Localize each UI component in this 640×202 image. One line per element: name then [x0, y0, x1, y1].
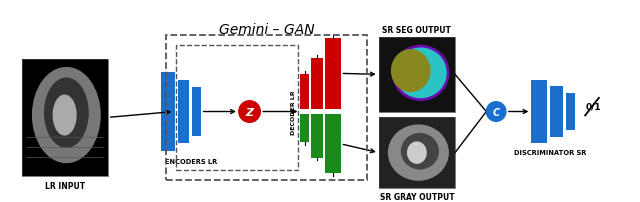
Bar	[22, 59, 108, 176]
Bar	[300, 115, 309, 142]
Ellipse shape	[393, 47, 448, 100]
Bar	[178, 80, 189, 144]
Bar	[325, 39, 340, 109]
Ellipse shape	[52, 95, 77, 136]
Bar	[566, 94, 575, 130]
Text: DISCRIMINATOR SR: DISCRIMINATOR SR	[514, 149, 586, 155]
Circle shape	[486, 102, 506, 122]
Text: SR GRAY OUTPUT: SR GRAY OUTPUT	[380, 192, 454, 201]
Bar	[192, 88, 200, 136]
Ellipse shape	[32, 67, 100, 163]
Text: LR INPUT: LR INPUT	[45, 181, 84, 190]
Bar	[379, 38, 455, 112]
Bar	[550, 87, 563, 137]
Ellipse shape	[407, 142, 427, 164]
Bar	[22, 59, 108, 176]
Text: 0/1: 0/1	[585, 102, 601, 111]
Circle shape	[239, 101, 260, 123]
Bar	[311, 58, 323, 109]
Bar	[300, 75, 309, 109]
Text: SR SEG OUTPUT: SR SEG OUTPUT	[383, 26, 451, 35]
Bar	[325, 115, 340, 173]
Bar	[311, 115, 323, 158]
Bar	[379, 118, 455, 188]
Ellipse shape	[401, 133, 439, 170]
Ellipse shape	[44, 78, 89, 148]
Bar	[166, 36, 367, 180]
Bar	[161, 73, 175, 151]
Bar	[379, 118, 455, 188]
Text: DECODER LR: DECODER LR	[291, 90, 296, 134]
Text: C: C	[493, 107, 500, 117]
Text: Z: Z	[246, 107, 253, 117]
Ellipse shape	[388, 125, 449, 181]
Bar	[379, 38, 455, 112]
Bar	[176, 46, 298, 170]
Ellipse shape	[391, 50, 431, 93]
Bar	[531, 80, 547, 144]
Text: Gemini – GAN: Gemini – GAN	[220, 23, 315, 37]
Text: ENCODERS LR: ENCODERS LR	[164, 159, 217, 165]
